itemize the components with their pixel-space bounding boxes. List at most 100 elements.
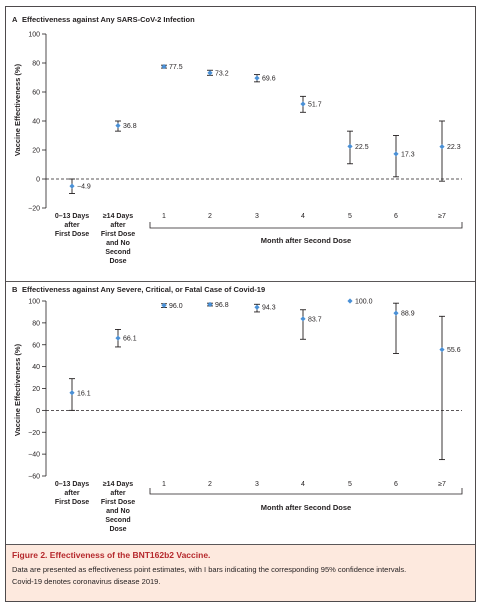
data-point: [161, 302, 167, 308]
data-label: 73.2: [215, 70, 229, 77]
data-point: [207, 70, 213, 76]
caption-line-2: Covid-19 denotes coronavirus disease 201…: [12, 577, 160, 586]
x-month-label: 6: [394, 481, 398, 488]
data-label: −4.9: [77, 184, 91, 191]
panel-b-plot: 100 80 60 40 20 0 −20 −40 −60 0–13 Days after First…: [28, 298, 463, 533]
data-point: [439, 346, 445, 353]
data-point: [300, 101, 306, 107]
data-point: [69, 183, 75, 189]
panel-b-letter: B: [12, 285, 18, 294]
month-group-label: Month after Second Dose: [261, 503, 351, 512]
data-label: 22.5: [355, 144, 369, 151]
data-point: [69, 390, 75, 396]
panel-a-ylabel: Vaccine Effectiveness (%): [13, 63, 22, 156]
caption-line-1: Data are presented as effectiveness poin…: [12, 565, 406, 574]
x-category-label: after: [110, 222, 125, 229]
data-label: 66.1: [123, 336, 137, 343]
month-group-bracket: [149, 488, 463, 495]
x-month-label: 3: [255, 481, 259, 488]
x-month-label: 6: [394, 213, 398, 220]
data-point: [393, 310, 399, 316]
x-category-label: Second: [105, 517, 130, 524]
y-tick-label: 60: [32, 342, 40, 349]
data-point: [393, 151, 399, 157]
y-tick-label: 0: [36, 408, 40, 415]
panel-b-title: Effectiveness against Any Severe, Critic…: [22, 285, 265, 294]
panel-b-ylabel: Vaccine Effectiveness (%): [13, 343, 22, 436]
data-label: 36.8: [123, 123, 137, 130]
data-label: 88.9: [401, 311, 415, 318]
x-category-label: Second: [105, 249, 130, 256]
data-point: [254, 75, 260, 81]
x-month-label: 3: [255, 213, 259, 220]
x-category-label: Dose: [109, 526, 126, 533]
x-month-label: 2: [208, 213, 212, 220]
x-month-label: 5: [348, 481, 352, 488]
x-category-label: First Dose: [101, 231, 135, 238]
caption-title: Figure 2. Effectiveness of the BNT162b2 …: [12, 550, 210, 560]
x-category-label: and No: [106, 508, 130, 515]
x-category-label: after: [110, 490, 125, 497]
data-label: 51.7: [308, 102, 322, 109]
x-month-label: 4: [301, 213, 305, 220]
data-label: 77.5: [169, 64, 183, 71]
data-point: [161, 64, 167, 70]
x-category-label: after: [64, 222, 79, 229]
y-tick-label: 100: [28, 299, 40, 306]
x-category-label: First Dose: [101, 499, 135, 506]
data-label: 100.0: [355, 299, 373, 306]
y-tick-label: 20: [32, 148, 40, 155]
x-category-label: ≥14 Days: [103, 213, 133, 220]
x-category-label: Dose: [109, 258, 126, 265]
data-point: [207, 301, 213, 308]
data-label: 96.8: [215, 302, 229, 309]
data-label: 94.3: [262, 305, 276, 312]
x-category-label: after: [64, 490, 79, 497]
y-tick-label: 80: [32, 320, 40, 327]
data-label: 17.3: [401, 151, 415, 158]
panel-a-title: Effectiveness against Any SARS-CoV-2 Inf…: [22, 15, 195, 24]
data-point: [115, 335, 121, 341]
x-month-label: 5: [348, 213, 352, 220]
y-tick-label: −60: [28, 474, 40, 481]
month-group-label: Month after Second Dose: [261, 236, 351, 245]
data-label: 16.1: [77, 390, 91, 397]
month-group-bracket: [149, 222, 463, 229]
x-category-label: 0–13 Days: [55, 481, 89, 488]
data-label: 69.6: [262, 76, 276, 83]
y-tick-label: −20: [28, 430, 40, 437]
y-tick-label: −20: [28, 206, 40, 213]
data-label: 55.6: [447, 347, 461, 354]
x-category-label: 0–13 Days: [55, 213, 89, 220]
y-tick-label: −40: [28, 452, 40, 459]
data-point: [347, 298, 353, 304]
data-point: [300, 316, 306, 322]
y-tick-label: 40: [32, 119, 40, 126]
data-label: 22.3: [447, 144, 461, 151]
y-tick-label: 0: [36, 177, 40, 184]
x-month-label: 1: [162, 481, 166, 488]
y-tick-label: 20: [32, 386, 40, 393]
x-category-label: First Dose: [55, 231, 89, 238]
y-tick-label: 100: [28, 32, 40, 39]
data-point: [115, 123, 121, 129]
data-point: [439, 144, 445, 150]
panel-a-plot: 100 80 60 40 20 0 −20 0–13 Days after First Dose ≥…: [28, 32, 463, 265]
data-label: 96.0: [169, 303, 183, 310]
x-month-label: ≥7: [438, 213, 446, 220]
x-month-label: 2: [208, 481, 212, 488]
x-category-label: First Dose: [55, 499, 89, 506]
x-category-label: and No: [106, 240, 130, 247]
data-label: 83.7: [308, 316, 322, 323]
y-tick-label: 60: [32, 90, 40, 97]
x-month-label: 1: [162, 213, 166, 220]
figure-frame: [5, 6, 476, 602]
data-point: [254, 304, 260, 310]
data-point: [347, 143, 353, 149]
y-tick-label: 40: [32, 364, 40, 371]
y-tick-label: 80: [32, 61, 40, 68]
panel-a-letter: A: [12, 15, 18, 24]
x-category-label: ≥14 Days: [103, 481, 133, 488]
x-month-label: ≥7: [438, 481, 446, 488]
